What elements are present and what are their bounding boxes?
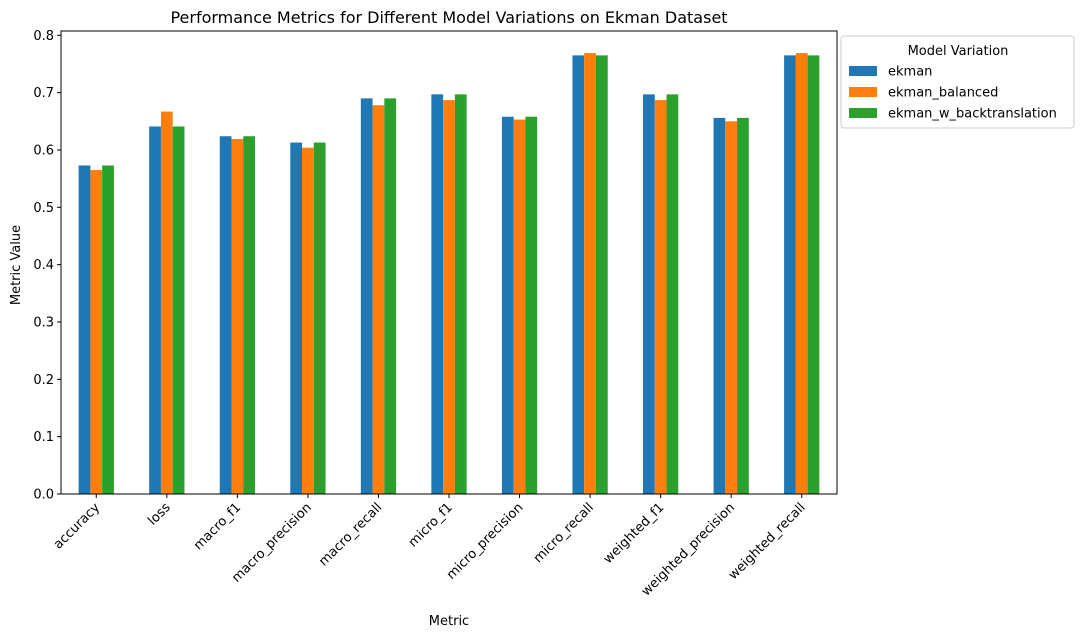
bar-macro-precision-ekman <box>290 142 303 494</box>
bar-macro-f1-ekman <box>219 136 232 494</box>
y-tick-label: 0.6 <box>33 143 54 158</box>
bar-loss-ekman <box>149 126 161 494</box>
x-tick-label-micro-recall: micro_recall <box>531 500 597 566</box>
y-tick-label: 0.3 <box>33 315 54 330</box>
bar-macro-f1-ekman-w-backtranslation <box>243 136 255 494</box>
bar-weighted-precision-ekman-w-backtranslation <box>737 117 749 495</box>
bar-macro-recall-ekman-w-backtranslation <box>384 98 397 495</box>
legend-label-ekman-w-backtranslation: ekman_w_backtranslation <box>888 107 1057 122</box>
bar-weighted-recall-ekman-balanced <box>795 53 808 494</box>
x-tick-label-micro-f1: micro_f1 <box>406 500 456 550</box>
bar-weighted-precision-ekman <box>713 117 726 495</box>
y-axis-label: Metric Value <box>9 225 24 305</box>
legend-label-ekman: ekman <box>888 65 932 80</box>
y-tick-label: 0.2 <box>33 373 54 388</box>
x-tick-label-loss: loss <box>145 500 174 529</box>
y-tick-label: 0.4 <box>33 258 54 273</box>
bar-weighted-precision-ekman-balanced <box>725 121 738 494</box>
bar-micro-recall-ekman <box>572 55 585 495</box>
bar-weighted-f1-ekman-balanced <box>654 100 667 494</box>
legend-items: ekman ekman_balanced ekman_w_backtranslati… <box>849 65 1057 122</box>
bar-macro-f1-ekman-balanced <box>231 139 244 494</box>
bar-micro-recall-ekman-balanced <box>584 53 596 494</box>
y-tick-label: 0.7 <box>33 86 54 101</box>
bar-accuracy-ekman-balanced <box>90 170 103 495</box>
x-tick-label-macro-recall: macro_recall <box>316 500 385 569</box>
x-tick-label-accuracy: accuracy <box>51 500 103 552</box>
bar-micro-f1-ekman-w-backtranslation <box>454 94 467 495</box>
x-tick-label-macro-f1: macro_f1 <box>191 500 244 553</box>
bar-weighted-f1-ekman <box>643 94 655 495</box>
x-tick-label-weighted-recall: weighted_recall <box>726 500 809 583</box>
bar-micro-f1-ekman <box>431 94 444 495</box>
bar-macro-recall-ekman <box>360 98 373 495</box>
bar-weighted-f1-ekman-w-backtranslation <box>666 94 679 495</box>
legend-swatch-ekman <box>849 66 877 76</box>
bar-weighted-recall-ekman-w-backtranslation <box>807 55 820 495</box>
bar-accuracy-ekman <box>78 165 91 494</box>
x-axis-label: Metric <box>429 614 469 629</box>
y-tick-label: 0.1 <box>33 430 54 445</box>
y-tick-label: 0.8 <box>33 29 54 44</box>
bar-weighted-recall-ekman <box>784 55 796 495</box>
bar-macro-precision-ekman-w-backtranslation <box>313 142 326 494</box>
bar-macro-precision-ekman-balanced <box>302 147 314 494</box>
legend-swatch-ekman-w-backtranslation <box>849 108 877 118</box>
bar-accuracy-ekman-w-backtranslation <box>102 165 114 494</box>
plot-frame <box>60 30 838 495</box>
legend-swatch-ekman-balanced <box>849 87 877 97</box>
bar-micro-recall-ekman-w-backtranslation <box>595 55 608 495</box>
bars-group <box>78 53 820 495</box>
legend-label-ekman-balanced: ekman_balanced <box>888 86 998 101</box>
bar-micro-precision-ekman-w-backtranslation <box>525 116 538 494</box>
bar-micro-precision-ekman <box>501 116 514 494</box>
bar-micro-f1-ekman-balanced <box>443 100 455 494</box>
legend-title: Model Variation <box>908 44 1009 59</box>
bar-loss-ekman-balanced <box>160 111 173 494</box>
bar-macro-recall-ekman-balanced <box>372 105 385 494</box>
x-tick-label-micro-precision: micro_precision <box>444 500 526 582</box>
legend-box <box>840 35 1075 129</box>
bar-loss-ekman-w-backtranslation <box>172 126 185 494</box>
bar-micro-precision-ekman-balanced <box>513 119 526 494</box>
y-axis: 0.0 0.1 0.2 0.3 0.4 0.5 0.6 0.7 0.8 <box>33 29 61 503</box>
legend: Model Variation ekmanekman_balancedekman… <box>840 35 1075 129</box>
y-tick-label: 0.0 <box>33 488 54 503</box>
chart-title: Performance Metrics for Different Model … <box>170 8 727 27</box>
x-tick-label-macro-precision: macro_precision <box>229 500 315 586</box>
x-tick-label-weighted-f1: weighted_f1 <box>601 500 668 567</box>
y-tick-label: 0.5 <box>33 201 54 216</box>
